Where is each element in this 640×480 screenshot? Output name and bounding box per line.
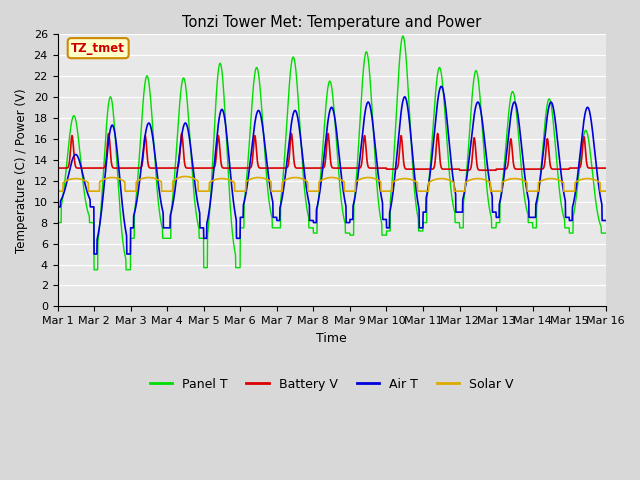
- Line: Panel T: Panel T: [58, 36, 605, 270]
- Battery V: [360, 141, 367, 146]
- Battery V: [54, 165, 61, 171]
- Solar V: [181, 174, 189, 180]
- Air T: [360, 121, 367, 127]
- Air T: [207, 197, 214, 203]
- Panel T: [207, 193, 214, 199]
- Solar V: [360, 175, 367, 181]
- Panel T: [492, 225, 499, 231]
- Air T: [602, 217, 609, 223]
- Battery V: [492, 168, 499, 173]
- Text: TZ_tmet: TZ_tmet: [71, 42, 125, 55]
- Solar V: [602, 188, 609, 194]
- Battery V: [456, 168, 463, 173]
- Title: Tonzi Tower Met: Temperature and Power: Tonzi Tower Met: Temperature and Power: [182, 15, 481, 30]
- Panel T: [399, 33, 406, 39]
- Battery V: [602, 165, 609, 171]
- Air T: [54, 204, 61, 210]
- Panel T: [554, 170, 561, 176]
- Battery V: [207, 165, 214, 171]
- Solar V: [207, 179, 214, 185]
- Solar V: [491, 188, 499, 194]
- Panel T: [569, 230, 577, 236]
- Battery V: [569, 165, 577, 171]
- Line: Solar V: Solar V: [58, 177, 605, 191]
- Line: Battery V: Battery V: [58, 133, 605, 170]
- Air T: [554, 139, 561, 145]
- Solar V: [569, 188, 577, 194]
- Air T: [437, 84, 445, 89]
- Solar V: [54, 188, 61, 194]
- Legend: Panel T, Battery V, Air T, Solar V: Panel T, Battery V, Air T, Solar V: [145, 372, 518, 396]
- Air T: [492, 209, 499, 215]
- Battery V: [554, 166, 561, 172]
- Panel T: [90, 267, 98, 273]
- Panel T: [348, 232, 355, 238]
- Air T: [348, 216, 355, 222]
- Panel T: [360, 66, 367, 72]
- X-axis label: Time: Time: [316, 332, 347, 345]
- Y-axis label: Temperature (C) / Power (V): Temperature (C) / Power (V): [15, 88, 28, 252]
- Solar V: [348, 188, 355, 194]
- Panel T: [54, 220, 61, 226]
- Air T: [569, 203, 577, 208]
- Battery V: [348, 165, 355, 171]
- Solar V: [554, 177, 561, 182]
- Air T: [90, 251, 98, 257]
- Line: Air T: Air T: [58, 86, 605, 254]
- Panel T: [602, 230, 609, 236]
- Battery V: [105, 131, 113, 136]
